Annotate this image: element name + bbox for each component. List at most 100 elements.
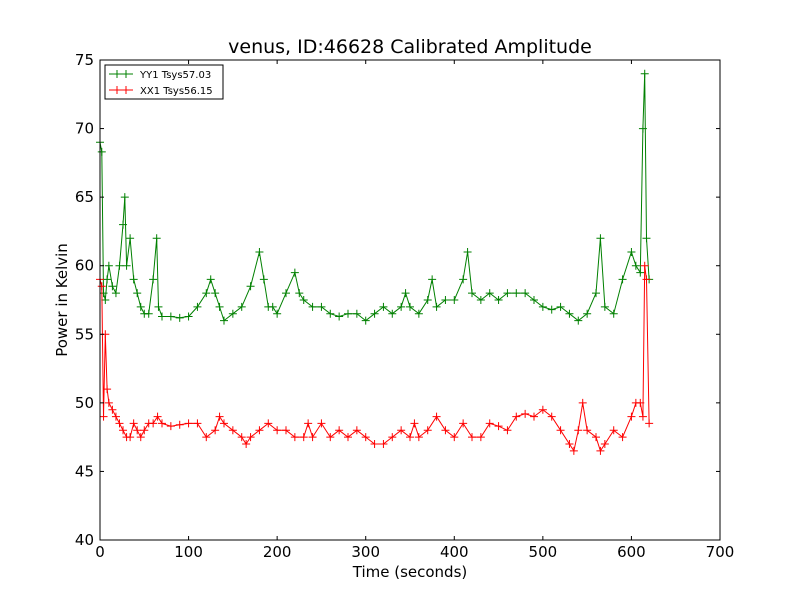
data-point-xx1	[397, 426, 406, 435]
data-point-xx1	[228, 426, 237, 435]
data-point-yy1	[388, 309, 397, 318]
data-point-xx1	[242, 440, 251, 448]
data-point-yy1	[152, 234, 161, 243]
data-point-xx1	[344, 433, 352, 442]
legend-label: YY1 Tsys57.03	[139, 70, 211, 81]
data-point-yy1	[295, 289, 304, 298]
data-point-xx1	[441, 426, 450, 435]
data-point-xx1	[565, 440, 574, 448]
data-point-yy1	[126, 234, 135, 243]
data-point-xx1	[574, 426, 583, 435]
data-point-yy1	[129, 275, 138, 284]
data-point-yy1	[538, 302, 547, 311]
data-point-yy1	[494, 296, 503, 304]
x-tick-label: 100	[174, 543, 203, 561]
data-point-xx1	[512, 412, 521, 421]
legend-label: XX1 Tsys56.15	[140, 86, 213, 97]
data-point-xx1	[618, 433, 627, 442]
data-point-xx1	[592, 433, 600, 442]
data-point-yy1	[290, 268, 299, 277]
series-yy1	[96, 69, 654, 325]
data-point-yy1	[459, 275, 468, 284]
data-point-xx1	[361, 433, 370, 442]
data-point-yy1	[565, 309, 574, 318]
data-point-xx1	[530, 412, 538, 421]
data-point-yy1	[326, 309, 335, 318]
data-point-yy1	[228, 309, 237, 318]
data-point-yy1	[136, 302, 145, 311]
data-point-yy1	[215, 302, 224, 311]
data-point-xx1	[638, 412, 647, 421]
data-point-yy1	[592, 289, 600, 298]
data-point-yy1	[638, 124, 647, 133]
data-point-yy1	[308, 302, 317, 311]
data-point-yy1	[115, 261, 124, 270]
data-point-xx1	[211, 426, 220, 435]
data-point-yy1	[103, 275, 112, 284]
data-point-yy1	[640, 69, 649, 78]
data-point-xx1	[264, 419, 273, 428]
x-tick-label: 500	[529, 543, 558, 561]
data-point-xx1	[578, 398, 587, 407]
data-point-yy1	[414, 309, 423, 318]
data-point-xx1	[119, 426, 128, 435]
data-point-yy1	[220, 316, 228, 325]
series-line-yy1	[99, 73, 650, 322]
data-point-xx1	[99, 412, 108, 421]
data-point-xx1	[423, 426, 432, 435]
data-point-yy1	[97, 147, 106, 156]
y-tick-label: 50	[75, 394, 94, 412]
data-point-xx1	[308, 433, 317, 442]
data-point-yy1	[149, 275, 158, 284]
data-point-xx1	[406, 433, 414, 442]
data-point-xx1	[290, 433, 299, 442]
data-point-yy1	[154, 302, 163, 311]
y-tick-label: 55	[75, 325, 94, 343]
data-point-yy1	[642, 234, 651, 243]
data-point-yy1	[317, 302, 326, 311]
data-point-yy1	[547, 305, 556, 314]
data-point-xx1	[103, 385, 112, 394]
series-line-xx1	[99, 265, 650, 453]
ticks-layer: 0 100 200 300 400 500 600 700 40 45 50 55 60 65 70 75	[75, 51, 734, 561]
data-point-yy1	[423, 296, 432, 304]
data-point-yy1	[428, 275, 437, 284]
data-point-xx1	[126, 433, 135, 442]
data-point-xx1	[645, 419, 654, 428]
data-point-yy1	[175, 313, 184, 322]
series-layer	[96, 69, 654, 455]
data-point-xx1	[609, 426, 618, 435]
data-point-xx1	[494, 422, 503, 431]
data-point-yy1	[193, 302, 202, 311]
data-point-xx1	[468, 433, 476, 442]
data-point-yy1	[441, 296, 450, 304]
y-tick-label: 70	[75, 120, 94, 138]
data-point-yy1	[530, 296, 538, 304]
data-point-yy1	[432, 302, 441, 311]
data-point-yy1	[104, 261, 113, 270]
data-point-xx1	[158, 419, 166, 428]
data-point-xx1	[485, 419, 494, 428]
data-point-xx1	[108, 405, 117, 414]
data-point-yy1	[144, 309, 153, 318]
y-tick-label: 65	[75, 188, 94, 206]
data-point-yy1	[600, 302, 609, 311]
data-point-yy1	[158, 312, 166, 321]
data-point-xx1	[97, 282, 106, 291]
data-point-xx1	[388, 433, 397, 442]
data-point-yy1	[468, 289, 476, 298]
legend-entry-yy1: YY1 Tsys57.03	[109, 70, 211, 81]
data-point-xx1	[370, 440, 379, 448]
data-point-xx1	[596, 446, 605, 455]
x-tick-label: 0	[95, 543, 105, 561]
data-point-xx1	[304, 419, 313, 428]
data-point-xx1	[282, 426, 290, 435]
data-point-yy1	[122, 261, 131, 270]
x-tick-label: 400	[440, 543, 469, 561]
data-point-yy1	[450, 296, 459, 304]
data-point-yy1	[463, 248, 472, 256]
data-point-yy1	[259, 275, 268, 284]
data-point-yy1	[133, 289, 142, 298]
